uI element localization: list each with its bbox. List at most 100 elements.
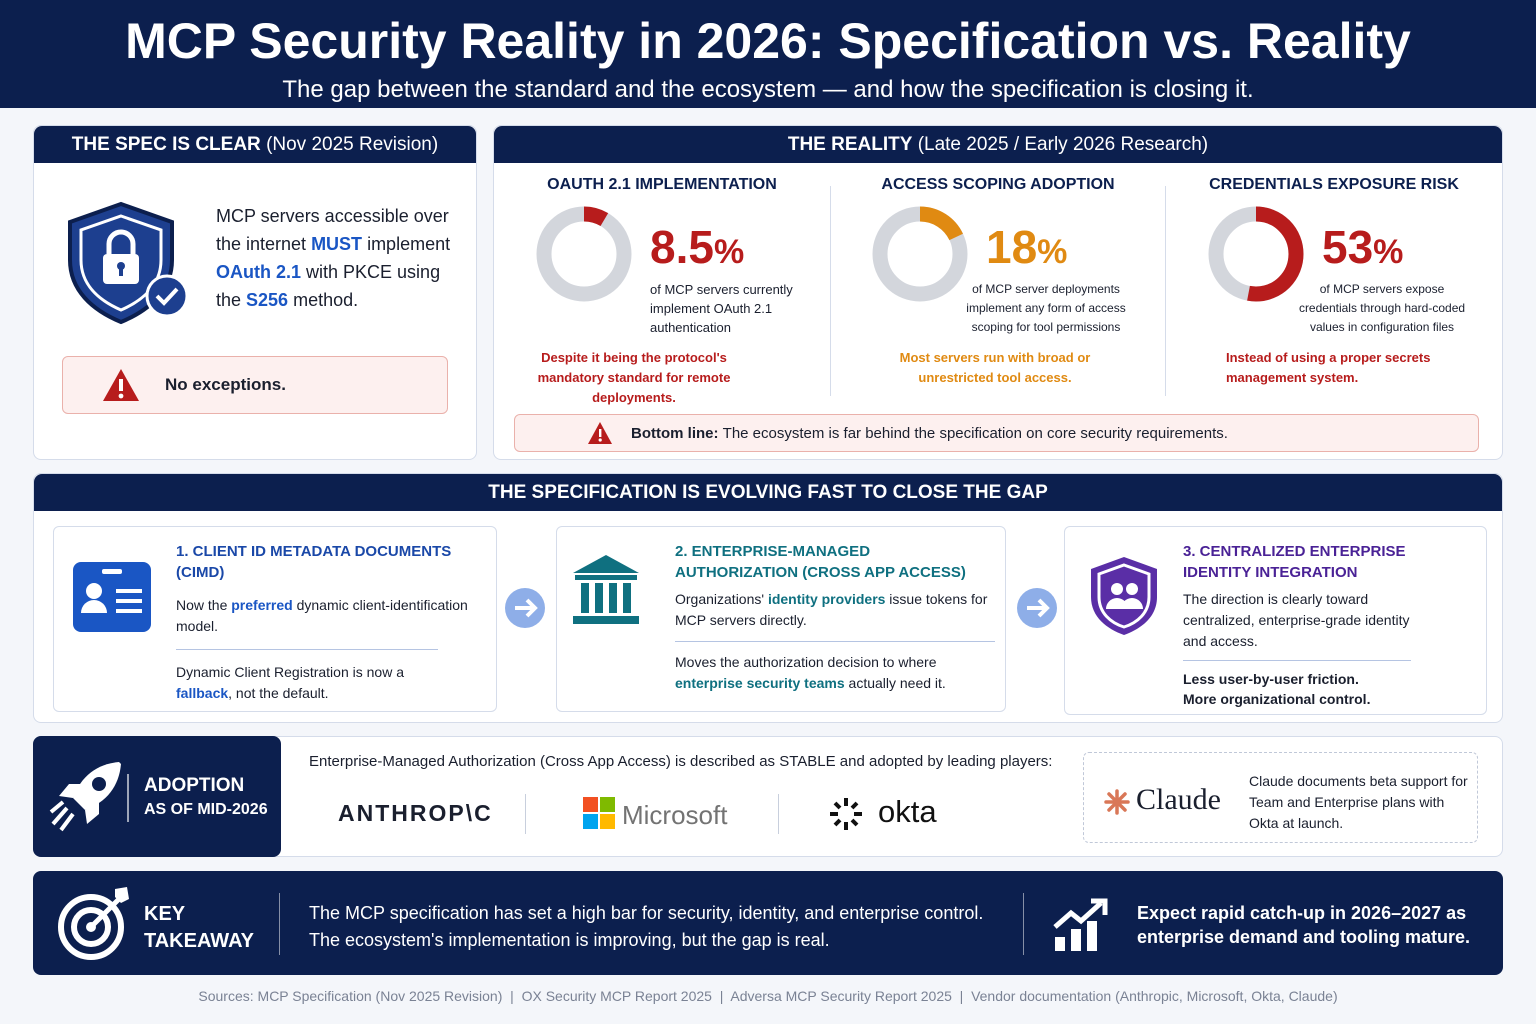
donut-arc [1208, 206, 1304, 302]
text: TAKEAWAY [144, 930, 255, 952]
step-body: Now the preferred dynamic client-identif… [176, 595, 486, 637]
adoption-label-box: ADOPTION AS OF MID-2026 [33, 736, 281, 857]
okta-icon [830, 798, 862, 830]
spec-body: MCP servers accessible over the internet… [216, 202, 466, 314]
spec-heading: THE SPEC IS CLEAR (Nov 2025 Revision) [34, 126, 476, 163]
text: More organizational control. [1183, 691, 1371, 707]
spec-card: THE SPEC IS CLEAR (Nov 2025 Revision) MC… [33, 125, 477, 460]
logo-okta: okta [878, 794, 937, 829]
step-card: 1. CLIENT ID METADATA DOCUMENTS (CIMD) N… [53, 526, 497, 712]
warning-icon [588, 422, 612, 444]
donut-arc [536, 206, 632, 302]
text: OAuth 2.1 [216, 262, 302, 282]
stat-unit: % [1373, 233, 1404, 271]
donut [1208, 206, 1304, 302]
stat-unit: % [1037, 233, 1068, 271]
text: The ecosystem's implementation is improv… [309, 930, 830, 950]
adoption-label: ADOPTION AS OF MID-2026 [144, 774, 268, 822]
text: implement [362, 234, 451, 254]
stat-title: ACCESS SCOPING ADOPTION [881, 176, 1115, 193]
claude-name: Claude [1136, 783, 1221, 816]
step-card: 2. ENTERPRISE-MANAGED AUTHORIZATION (CRO… [556, 526, 1006, 712]
takeaway-text: The MCP specification has set a high bar… [309, 900, 983, 954]
logo-microsoft: Microsoft [622, 800, 728, 830]
stat-value: 8.5% [650, 220, 744, 274]
step-detail: Dynamic Client Registration is now a fal… [176, 662, 416, 704]
donut-arc [872, 206, 968, 302]
heading-rest: (Late 2025 / Early 2026 Research) [917, 133, 1209, 155]
step-detail: Moves the authorization decision to wher… [675, 652, 995, 694]
text: Dynamic Client Registration is now a [176, 664, 404, 680]
subtitle: The gap between the standard and the eco… [282, 76, 1254, 103]
stat-number: 18 [986, 221, 1038, 273]
step-body: Organizations' identity providers issue … [675, 589, 995, 631]
text: preferred [231, 597, 293, 613]
text: , not the default. [228, 685, 329, 701]
microsoft-icon [583, 797, 615, 829]
text: method. [288, 290, 359, 310]
step-detail: Less user-by-user friction. More organiza… [1183, 669, 1433, 709]
step-body: The direction is clearly toward centrali… [1183, 591, 1410, 649]
text: enterprise security teams [675, 675, 845, 691]
sources: Sources: MCP Specification (Nov 2025 Rev… [198, 988, 1338, 1004]
takeaway: KEY TAKEAWAY The MCP specification has se… [33, 871, 1503, 975]
id-card-icon [73, 562, 151, 632]
text: MCP servers accessible over the internet [216, 206, 449, 254]
claude-box: Claude Claude documents beta support for… [1083, 752, 1478, 843]
reality-card: THE REALITY (Late 2025 / Early 2026 Rese… [493, 125, 1503, 460]
text: Now the [176, 597, 232, 613]
text: MUST [311, 234, 363, 254]
text: AS OF MID-2026 [144, 801, 268, 818]
stat-note: Despite it being the protocol's mandator… [537, 350, 731, 405]
stat-description: of MCP servers currently implement OAuth… [650, 282, 793, 335]
stat-value: 53% [1322, 220, 1403, 274]
bank-icon [573, 555, 639, 624]
arrow-icon [1017, 588, 1057, 628]
takeaway-label: KEY TAKEAWAY [144, 901, 254, 955]
stat-note: Instead of using a proper secrets manage… [1226, 350, 1431, 385]
text: identity providers [767, 591, 886, 607]
text: Less user-by-user friction. [1183, 671, 1359, 687]
reality-heading: THE REALITY (Late 2025 / Early 2026 Rese… [494, 126, 1502, 163]
identity-shield-icon [1091, 557, 1157, 635]
donut-track [536, 206, 632, 302]
shield-icon [68, 201, 189, 325]
stat-description: of MCP servers expose credentials throug… [1298, 282, 1466, 334]
heading-bold: THE REALITY [787, 133, 913, 155]
donut [872, 206, 968, 302]
warning-icon [103, 369, 139, 401]
heading-rest: (Nov 2025 Revision) [266, 133, 439, 155]
donut [536, 206, 632, 302]
warning-text: No exceptions. [165, 375, 286, 394]
growth-icon [1053, 898, 1108, 951]
claude-note: Claude documents beta support for Team a… [1249, 773, 1468, 831]
step-title: 1. CLIENT ID METADATA DOCUMENTS (CIMD) [176, 543, 452, 581]
text: Organizations' [675, 591, 768, 607]
stat-value: 18% [986, 220, 1067, 274]
step-title: 2. ENTERPRISE-MANAGED AUTHORIZATION (CRO… [675, 543, 966, 581]
title: MCP Security Reality in 2026: Specificat… [125, 13, 1411, 69]
stat-number: 8.5 [650, 221, 714, 273]
text: ADOPTION [144, 775, 245, 796]
stat-note: Most servers run with broad or unrestric… [899, 350, 1091, 385]
stat-number: 53 [1322, 221, 1374, 273]
bottom-line-text: The ecosystem is far behind the specific… [722, 424, 1228, 442]
logo-anthropic: ANTHROP\C [338, 800, 493, 826]
header: MCP Security Reality in 2026: Specificat… [0, 0, 1536, 108]
text: KEY [144, 903, 186, 925]
stat-unit: % [713, 233, 745, 271]
text: issue tokens for MCP servers directly. [675, 591, 988, 628]
text: with PKCE using the [216, 262, 441, 310]
heading-bold: THE SPEC IS CLEAR [71, 133, 261, 155]
step-card: 3. CENTRALIZED ENTERPRISE IDENTITY INTEG… [1064, 526, 1487, 715]
text: dynamic client-identification model. [176, 597, 468, 634]
text: fallback [176, 685, 229, 701]
warning-box: No exceptions. [62, 356, 448, 414]
step-title: 3. CENTRALIZED ENTERPRISE IDENTITY INTEG… [1183, 543, 1406, 581]
adoption-intro: Enterprise-Managed Authorization (Cross … [309, 753, 1053, 770]
takeaway-outlook: Expect rapid catch-up in 2026–2027 as en… [1137, 903, 1471, 947]
rocket-icon [49, 762, 121, 832]
claude-icon [1104, 789, 1130, 815]
evolving-heading: THE SPECIFICATION IS EVOLVING FAST TO CL… [34, 474, 1502, 511]
